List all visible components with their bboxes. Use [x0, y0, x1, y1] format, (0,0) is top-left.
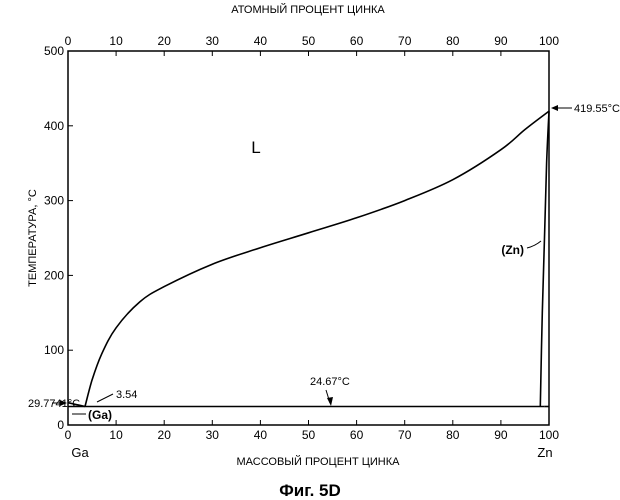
bottom-tick-label: 50 [302, 428, 316, 442]
zn-phase-leader [527, 241, 541, 248]
y-tick-label: 400 [44, 119, 64, 133]
bottom-right-element-label: Zn [537, 445, 552, 460]
bottom-tick-label: 60 [350, 428, 364, 442]
liquid-region-label: L [251, 138, 260, 157]
eutectic-temperature-arrowhead [327, 397, 333, 406]
phase-boundaries [68, 111, 549, 406]
phase-boundary-line-1 [85, 111, 549, 406]
ga-phase-label: (Ga) [88, 408, 112, 422]
top-tick-label: 70 [398, 34, 412, 48]
bottom-tick-label: 0 [65, 428, 72, 442]
bottom-tick-label: 70 [398, 428, 412, 442]
bottom-tick-label: 90 [494, 428, 508, 442]
zn-melting-point-label: 419.55°C [574, 103, 620, 115]
top-tick-label: 20 [158, 34, 172, 48]
zn-phase-label: (Zn) [501, 243, 524, 257]
y-tick-label: 500 [44, 44, 64, 58]
eutectic-temperature-label: 24.67°C [310, 376, 350, 388]
y-tick-label: 300 [44, 194, 64, 208]
phase-boundary-line-4 [540, 111, 549, 406]
bottom-axis-label: МАССОВЫЙ ПРОЦЕНТ ЦИНКА [237, 455, 401, 468]
top-tick-label: 30 [206, 34, 220, 48]
plot-frame [68, 51, 549, 425]
y-axis-label: ТЕМПЕРАТУРА, °C [27, 189, 39, 287]
top-tick-label: 90 [494, 34, 508, 48]
bottom-tick-label: 20 [158, 428, 172, 442]
eutectic-composition-leader [97, 394, 113, 402]
zn-melting-point-arrowhead [551, 105, 558, 111]
figure-caption: Фиг. 5D [279, 481, 341, 500]
top-tick-label: 0 [65, 34, 72, 48]
y-tick-label: 100 [44, 343, 64, 357]
y-tick-label: 0 [57, 418, 64, 432]
bottom-tick-label: 10 [109, 428, 123, 442]
top-tick-label: 80 [446, 34, 460, 48]
bottom-axis-ticks: 0 10 20 30 40 50 60 70 80 90 100 [65, 420, 560, 442]
eutectic-composition-label: 3.54 [116, 389, 137, 401]
top-axis-ticks: 0 10 20 30 40 50 60 70 80 90 100 [65, 34, 560, 56]
top-axis-label: АТОМНЫЙ ПРОЦЕНТ ЦИНКА [231, 3, 385, 16]
bottom-left-element-label: Ga [71, 445, 89, 460]
ga-melting-point-label: 29.7741°C [28, 398, 80, 410]
y-tick-label: 200 [44, 268, 64, 282]
bottom-tick-label: 40 [254, 428, 268, 442]
bottom-tick-label: 80 [446, 428, 460, 442]
top-tick-label: 50 [302, 34, 316, 48]
top-tick-label: 100 [539, 34, 559, 48]
bottom-tick-label: 100 [539, 428, 559, 442]
bottom-tick-label: 30 [206, 428, 220, 442]
top-tick-label: 60 [350, 34, 364, 48]
top-tick-label: 10 [109, 34, 123, 48]
top-tick-label: 40 [254, 34, 268, 48]
